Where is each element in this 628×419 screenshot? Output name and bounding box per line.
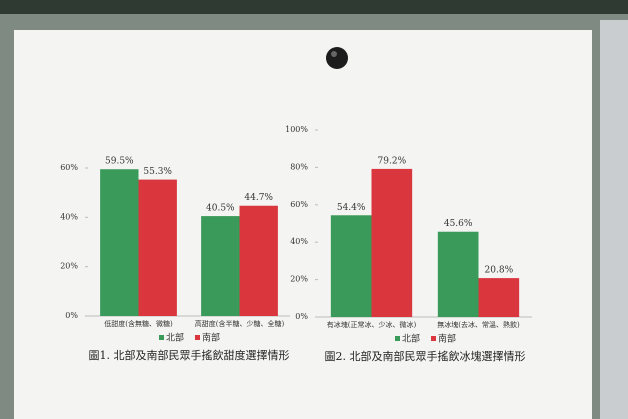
- pin-highlight: [331, 51, 337, 57]
- binder-edge: [0, 0, 628, 14]
- value-label: 59.5%: [105, 157, 134, 167]
- value-label: 40.5%: [206, 204, 235, 214]
- bar: [371, 168, 413, 317]
- value-label: 44.7%: [244, 193, 273, 203]
- bar: [437, 231, 479, 317]
- value-label: 79.2%: [378, 156, 407, 166]
- legend-label: 南部: [438, 333, 456, 345]
- bar: [330, 215, 372, 317]
- legend-label: 北部: [402, 333, 420, 345]
- y-tick-label: 100%: [285, 125, 308, 134]
- y-tick-label: 0%: [295, 312, 308, 321]
- y-tick-label: 20%: [60, 262, 78, 271]
- legend-label: 南部: [202, 332, 220, 344]
- x-tick-label: 高甜度(含半糖、少糖、全糖): [195, 319, 285, 328]
- y-tick-label: 60%: [60, 163, 78, 172]
- bar: [138, 179, 177, 316]
- chart-title: 圖1. 北部及南部民眾手搖飲甜度選擇情形: [89, 348, 290, 362]
- pin: [326, 47, 348, 69]
- y-tick-label: 80%: [290, 162, 308, 171]
- bar: [201, 216, 240, 316]
- y-tick-label: 20%: [290, 275, 308, 284]
- value-label: 55.3%: [143, 167, 172, 177]
- legend-swatch: [195, 335, 200, 340]
- value-label: 20.8%: [485, 266, 514, 276]
- y-tick-label: 40%: [290, 237, 308, 246]
- y-tick-label: 0%: [65, 311, 78, 320]
- x-tick-label: 低甜度(含無糖、微糖): [104, 319, 173, 328]
- y-tick-label: 40%: [60, 212, 78, 221]
- bar: [100, 169, 139, 316]
- y-tick-label: 60%: [290, 200, 308, 209]
- legend-swatch: [395, 336, 400, 341]
- value-label: 54.4%: [337, 203, 366, 213]
- next-sheet: [600, 20, 628, 419]
- x-tick-label: 有冰塊(正常冰、少冰、微冰): [327, 320, 417, 329]
- legend-swatch: [431, 336, 436, 341]
- bar: [239, 205, 278, 316]
- bar: [478, 278, 520, 317]
- chart-title: 圖2. 北部及南部民眾手搖飲冰塊選擇情形: [325, 349, 526, 363]
- value-label: 45.6%: [444, 219, 473, 229]
- x-tick-label: 無冰塊(去冰、常溫、熱飲): [437, 320, 520, 329]
- legend-label: 北部: [166, 332, 184, 344]
- legend-swatch: [159, 335, 164, 340]
